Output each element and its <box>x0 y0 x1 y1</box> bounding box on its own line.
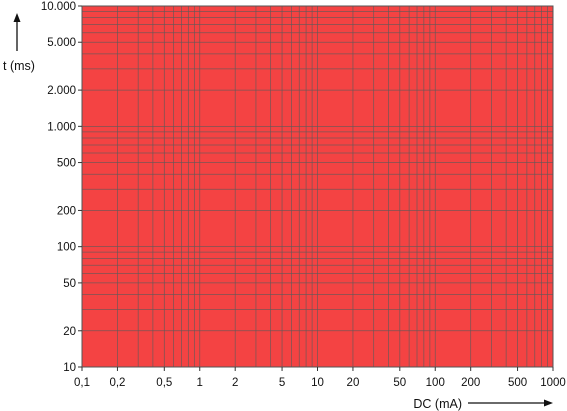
grid <box>82 6 553 367</box>
x-tick-label: 200 <box>461 377 480 389</box>
x-axis-ticks: 0,1 0,2 0,5 1 2 5 10 20 50 100 200 500 1000 <box>74 367 566 389</box>
x-axis-label: DC (mA) <box>413 397 553 411</box>
y-tick-label: 200 <box>57 205 76 217</box>
y-axis-label: t (ms) <box>3 13 35 73</box>
y-tick-label: 10 <box>63 362 76 374</box>
x-tick-label: 0,5 <box>156 377 172 389</box>
x-tick-label: 50 <box>393 377 406 389</box>
x-tick-label: 500 <box>508 377 527 389</box>
y-tick-label: 100 <box>57 242 76 254</box>
x-axis-label-text: DC (mA) <box>413 397 462 411</box>
y-tick-label: 10.000 <box>41 1 76 13</box>
x-tick-label: 0,1 <box>74 377 90 389</box>
x-tick-label: 5 <box>279 377 285 389</box>
y-axis-label-text: t (ms) <box>3 59 35 73</box>
x-tick-label: 20 <box>347 377 360 389</box>
y-axis-ticks: 10 20 50 100 200 500 1.000 2.000 5.000 10.000 <box>41 1 82 374</box>
x-tick-label: 0,2 <box>109 377 125 389</box>
x-tick-label: 1000 <box>540 377 566 389</box>
x-tick-label: 10 <box>311 377 324 389</box>
y-tick-label: 2.000 <box>47 85 76 97</box>
y-tick-label: 20 <box>63 326 76 338</box>
y-tick-label: 500 <box>57 158 76 170</box>
x-tick-label: 2 <box>232 377 238 389</box>
y-tick-label: 1.000 <box>47 121 76 133</box>
x-tick-label: 1 <box>197 377 203 389</box>
x-tick-label: 100 <box>426 377 445 389</box>
y-tick-label: 5.000 <box>47 37 76 49</box>
y-tick-label: 50 <box>63 278 76 290</box>
